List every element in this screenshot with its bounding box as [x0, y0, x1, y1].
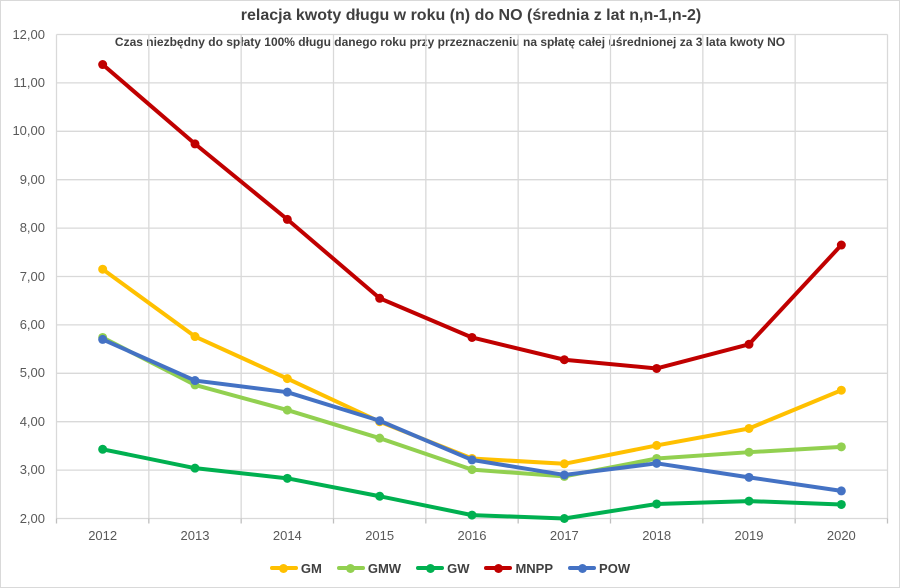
data-point-GW-2013	[190, 463, 200, 473]
data-point-GM-2019	[744, 423, 754, 433]
y-axis-label: 5,00	[19, 365, 45, 381]
legend-item-GMW: GMW	[336, 560, 402, 576]
data-point-POW-2019	[744, 472, 754, 482]
legend-marker-icon	[269, 563, 298, 573]
x-axis-label: 2014	[272, 528, 302, 543]
data-point-GMW-2020	[836, 442, 846, 452]
data-point-GM-2012	[98, 264, 108, 274]
data-point-GM-2018	[652, 440, 662, 450]
data-point-GM-2017	[559, 459, 569, 469]
y-axis-label: 12,00	[12, 26, 45, 42]
data-point-GMW-2016	[467, 465, 477, 475]
chart-title: relacja kwoty długu w roku (n) do NO (śr…	[240, 7, 702, 24]
series-line-MNPP	[100, 62, 844, 371]
y-axis-label: 10,00	[12, 123, 45, 139]
data-point-POW-2015	[375, 416, 385, 426]
data-point-MNPP-2020	[836, 240, 846, 250]
x-axis-label: 2020	[826, 528, 856, 543]
data-point-MNPP-2014	[282, 214, 292, 224]
legend-marker-icon	[568, 563, 597, 573]
legend-item-MNPP: MNPP	[484, 561, 553, 576]
y-axis-label: 6,00	[19, 316, 45, 332]
data-point-POW-2017	[559, 470, 569, 480]
data-point-POW-2012	[98, 334, 108, 344]
y-axis-label: 11,00	[13, 74, 45, 90]
data-point-MNPP-2017	[559, 355, 569, 365]
data-point-MNPP-2019	[744, 339, 754, 349]
x-axis-label: 2015	[365, 528, 395, 543]
legend-marker-icon	[416, 563, 445, 573]
legend-marker-icon	[484, 563, 513, 573]
data-point-GMW-2019	[744, 447, 754, 457]
data-point-GW-2018	[652, 499, 662, 509]
data-point-GW-2015	[375, 491, 385, 501]
data-point-GM-2013	[190, 332, 200, 342]
legend-item-GW: GW	[416, 561, 469, 576]
chart-subtitle: Czas niezbędny do spłaty 100% długu dane…	[114, 35, 786, 49]
series-line-GM	[100, 267, 844, 466]
legend-item-GM: GM	[269, 560, 322, 576]
x-axis-label: 2019	[734, 528, 764, 543]
data-point-GM-2014	[282, 374, 292, 384]
legend: GM GMW GW MNPP POW	[1, 557, 899, 579]
data-point-MNPP-2015	[375, 293, 385, 303]
legend-label: GM	[300, 560, 322, 576]
legend-label: GW	[447, 560, 470, 576]
data-point-GW-2012	[98, 444, 108, 454]
data-point-POW-2020	[836, 486, 846, 496]
data-point-GMW-2014	[282, 405, 292, 415]
data-point-POW-2013	[190, 376, 200, 386]
data-point-MNPP-2013	[190, 139, 200, 149]
data-point-GW-2019	[744, 496, 754, 506]
legend-marker-icon	[336, 563, 365, 573]
y-axis-label: 8,00	[19, 220, 45, 236]
legend-item-POW: POW	[568, 561, 630, 576]
y-axis-label: 3,00	[19, 462, 45, 478]
data-point-GW-2017	[559, 514, 569, 523]
data-point-GW-2014	[282, 473, 292, 483]
data-point-POW-2014	[282, 387, 292, 397]
y-axis-label: 9,00	[19, 171, 45, 187]
legend-label: POW	[599, 560, 631, 576]
data-point-MNPP-2012	[98, 60, 108, 70]
data-point-GM-2020	[836, 385, 846, 395]
legend-label: MNPP	[515, 560, 554, 576]
x-axis-label: 2013	[180, 528, 210, 543]
y-axis-label: 4,00	[19, 413, 45, 429]
data-point-GW-2016	[467, 510, 477, 520]
data-point-GW-2020	[836, 499, 846, 509]
data-point-POW-2018	[652, 458, 662, 468]
y-axis-label: 7,00	[19, 268, 45, 284]
data-point-POW-2016	[467, 455, 477, 465]
data-point-GMW-2015	[375, 433, 385, 443]
legend-label: GMW	[367, 560, 402, 576]
x-axis-label: 2012	[88, 528, 118, 543]
y-axis-label: 2,00	[19, 510, 45, 526]
x-axis-label: 2016	[457, 528, 487, 543]
data-point-MNPP-2016	[467, 332, 477, 342]
data-point-MNPP-2018	[652, 363, 662, 373]
x-axis-label: 2017	[549, 528, 579, 543]
x-axis-label: 2018	[642, 528, 672, 543]
